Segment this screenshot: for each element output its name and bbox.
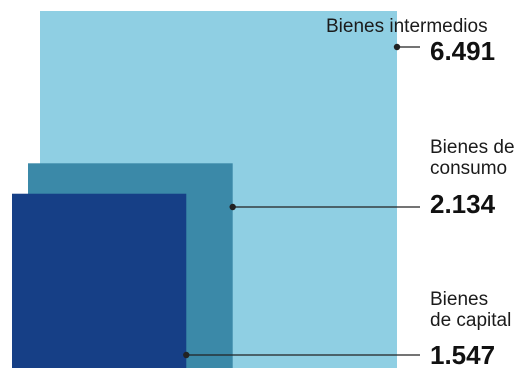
category-label-2: Bienes de consumo bbox=[430, 137, 515, 179]
connector-lines bbox=[183, 43, 420, 359]
connector-dot-2 bbox=[229, 203, 236, 211]
category-label-line: de capital bbox=[430, 310, 512, 331]
category-label-line: Bienes de bbox=[430, 137, 515, 158]
category-label-1: Bienes intermedios bbox=[326, 16, 488, 37]
connector-dot-1 bbox=[393, 43, 401, 51]
square-marks bbox=[12, 11, 397, 368]
value-label-2: 2.134 bbox=[430, 189, 496, 219]
category-label-line: Bienes bbox=[430, 289, 489, 310]
category-label-3: Bienes de capital bbox=[430, 289, 511, 331]
value-label-1: 6.491 bbox=[430, 36, 496, 66]
category-label-line: Bienes intermedios bbox=[326, 16, 488, 37]
value-label-3: 1.547 bbox=[430, 340, 496, 370]
connector-dot-3 bbox=[183, 351, 190, 359]
category-label-line: consumo bbox=[430, 158, 508, 179]
square-3 bbox=[12, 193, 187, 368]
